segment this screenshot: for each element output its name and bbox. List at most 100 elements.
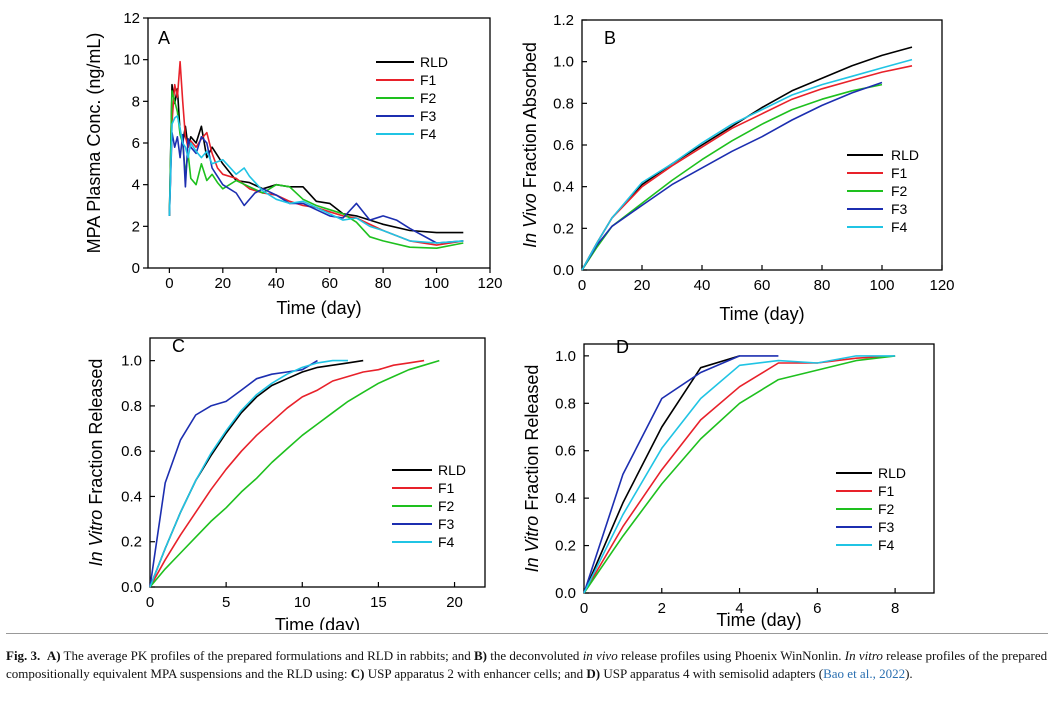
legend-label-f2: F2 [438, 498, 455, 514]
x-tick-label: 2 [658, 600, 666, 617]
y-tick-label: 0.0 [555, 585, 576, 602]
series-line-f4 [168, 115, 464, 244]
series-line-f3 [168, 131, 464, 244]
y-tick-label: 1.0 [555, 348, 576, 365]
caption-a-label: A) [46, 648, 61, 663]
x-tick-label: 8 [891, 600, 899, 617]
series-line-f4 [581, 58, 913, 271]
x-tick-label: 6 [813, 600, 821, 617]
y-axis-label: MPA Plasma Conc. (ng/mL) [84, 33, 104, 254]
caption-text: release profiles of the prepared composi… [6, 648, 1048, 681]
series-line-f1 [581, 65, 913, 271]
y-tick-label: 0.8 [553, 95, 574, 112]
y-tick-label: 0.4 [121, 488, 142, 505]
x-axis-label: Time (day) [276, 298, 361, 318]
x-axis-label: Time (day) [716, 610, 801, 630]
legend-label-f1: F1 [891, 165, 908, 181]
y-tick-label: 0.8 [121, 398, 142, 415]
legend-label-f3: F3 [878, 519, 895, 535]
y-axis-label: In Vitro Fraction Released [522, 365, 542, 573]
y-tick-label: 0.2 [555, 538, 576, 555]
y-tick-label: 0.8 [555, 395, 576, 412]
x-tick-label: 20 [634, 277, 651, 294]
series-line-f2 [149, 359, 440, 588]
caption-text: ). [905, 665, 913, 681]
y-tick-label: 0.0 [553, 262, 574, 279]
legend-label-rld: RLD [891, 147, 919, 163]
legend-label-f4: F4 [420, 126, 437, 142]
caption-italic: in vivo [582, 648, 618, 663]
x-tick-label: 80 [814, 277, 831, 294]
y-axis-label: In Vitro Fraction Released [86, 359, 106, 567]
plot-frame [583, 343, 935, 594]
x-tick-label: 120 [477, 275, 502, 292]
legend-label-f3: F3 [420, 108, 437, 124]
x-tick-label: 60 [321, 275, 338, 292]
panel-letter: C [172, 336, 185, 356]
y-tick-label: 1.0 [121, 353, 142, 370]
caption-d-label: D) [586, 665, 601, 681]
legend-label-f1: F1 [438, 480, 455, 496]
series-line-f3 [149, 359, 318, 588]
y-axis-label-italic: In Vitro [522, 516, 542, 573]
legend-label-f1: F1 [420, 72, 437, 88]
x-tick-label: 5 [222, 594, 230, 611]
series-line-f3 [581, 81, 883, 271]
x-tick-label: 0 [580, 600, 588, 617]
caption-text: release profiles using Phoenix WinNonlin… [617, 648, 845, 663]
x-tick-label: 15 [370, 594, 387, 611]
y-tick-label: 0.2 [121, 534, 142, 551]
caption-text: USP apparatus 2 with enhancer cells; and [364, 665, 587, 681]
x-tick-label: 10 [294, 594, 311, 611]
plot-frame [149, 337, 486, 588]
y-tick-label: 0.4 [555, 490, 576, 507]
y-tick-label: 6 [132, 135, 140, 152]
x-tick-label: 0 [578, 277, 586, 294]
caption-label: Fig. 3. [6, 648, 41, 663]
series-line-f1 [149, 359, 425, 588]
legend-label-f2: F2 [891, 183, 908, 199]
caption-text: The average PK profiles of the prepared … [60, 648, 475, 663]
y-tick-label: 1.0 [553, 54, 574, 71]
series-line-f4 [583, 355, 896, 594]
figure-caption: Fig. 3. A) The average PK profiles of th… [6, 647, 1048, 682]
series-line-f1 [583, 355, 896, 594]
legend-label-f4: F4 [891, 219, 908, 235]
caption-reference-link[interactable]: Bao et al., 2022 [823, 665, 906, 681]
x-tick-label: 20 [446, 594, 463, 611]
panel-letter: D [616, 337, 629, 357]
legend-label-f1: F1 [878, 483, 895, 499]
x-tick-label: 0 [165, 275, 173, 292]
chart-panel-d: 0 2 4 6 8 0.0 0.2 0.4 0.6 0.8 1.0 Time (day) In Vitr… [522, 337, 935, 630]
x-tick-label: 40 [268, 275, 285, 292]
y-axis-label-rest: Fraction Absorbed [520, 42, 540, 193]
y-tick-label: 0 [132, 260, 140, 277]
x-tick-label: 100 [869, 277, 894, 294]
legend-label-f2: F2 [420, 90, 437, 106]
panel-letter: A [158, 28, 170, 48]
y-axis-label: In Vivo Fraction Absorbed [520, 42, 540, 248]
x-tick-label: 4 [735, 600, 743, 617]
y-tick-label: 0.2 [553, 220, 574, 237]
x-tick-label: 40 [694, 277, 711, 294]
legend: RLD F1 F2 F3 F4 [836, 465, 906, 553]
legend-label-f4: F4 [878, 537, 895, 553]
legend-label-rld: RLD [878, 465, 906, 481]
y-tick-label: 2 [132, 218, 140, 235]
plot-frame [581, 19, 943, 271]
y-tick-label: 1.2 [553, 12, 574, 29]
legend-label-f3: F3 [438, 516, 455, 532]
y-tick-label: 0.6 [121, 443, 142, 460]
legend: RLD F1 F2 F3 F4 [376, 54, 448, 142]
legend-label-rld: RLD [420, 54, 448, 70]
y-tick-label: 0.6 [553, 137, 574, 154]
chart-panel-b: 0 20 40 60 80 100 120 0.0 0.2 0.4 0.6 0.8 1.0 1.2 Time… [520, 12, 955, 324]
series-line-f3 [583, 355, 779, 594]
y-tick-label: 12 [123, 10, 140, 27]
legend-label-f3: F3 [891, 201, 908, 217]
x-axis-label: Time (day) [275, 615, 360, 630]
legend-label-rld: RLD [438, 462, 466, 478]
x-tick-label: 60 [754, 277, 771, 294]
panel-letter: B [604, 28, 616, 48]
